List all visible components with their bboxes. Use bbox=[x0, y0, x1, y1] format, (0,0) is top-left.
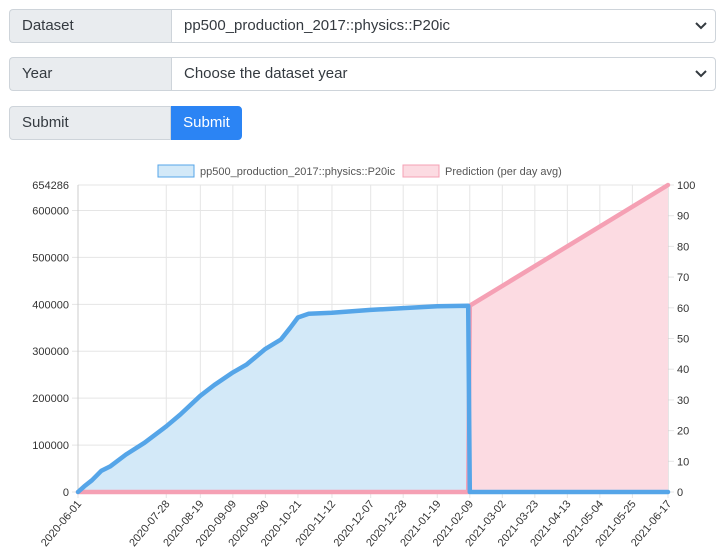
progress-chart: pp500_production_2017::physics::P20ic Pr… bbox=[32, 164, 695, 549]
series-line-actual bbox=[75, 303, 671, 495]
y-left-tick-label: 0 bbox=[63, 487, 69, 499]
year-select[interactable]: Choose the dataset year bbox=[171, 57, 716, 91]
y-left-tick-label: 500000 bbox=[32, 252, 69, 264]
y-axis-right: 0 10 20 30 40 50 60 70 80 90 100 bbox=[677, 180, 695, 499]
year-label: Year bbox=[9, 57, 171, 91]
y-right-tick-label: 40 bbox=[677, 364, 689, 376]
y-right-tick-label: 60 bbox=[677, 303, 689, 315]
y-left-tick-label: 654286 bbox=[32, 180, 69, 192]
y-right-tick-label: 30 bbox=[677, 395, 689, 407]
dataset-selected-value: pp500_production_2017::physics::P20ic bbox=[184, 17, 451, 34]
y-right-tick-label: 80 bbox=[677, 241, 689, 253]
y-right-tick-label: 70 bbox=[677, 272, 689, 284]
chart-lines bbox=[75, 182, 671, 495]
y-left-tick-label: 300000 bbox=[32, 346, 69, 358]
chart-areas bbox=[78, 185, 668, 492]
dataset-select[interactable]: pp500_production_2017::physics::P20ic bbox=[171, 9, 716, 43]
y-right-tick-label: 10 bbox=[677, 456, 689, 468]
submit-label: Submit bbox=[9, 106, 171, 140]
y-axis-left: 0 100000 200000 300000 400000 500000 600000 654… bbox=[32, 180, 69, 499]
chevron-down-icon bbox=[695, 22, 707, 30]
year-selected-value: Choose the dataset year bbox=[184, 65, 348, 82]
y-left-tick-label: 100000 bbox=[32, 440, 69, 452]
y-right-tick-label: 20 bbox=[677, 426, 689, 438]
x-tick-label: 2020-06-01 bbox=[39, 498, 84, 549]
y-right-tick-label: 50 bbox=[677, 334, 689, 346]
y-left-tick-label: 600000 bbox=[32, 205, 69, 217]
y-right-tick-label: 0 bbox=[677, 487, 683, 499]
legend-swatch-actual bbox=[157, 164, 195, 178]
dataset-label: Dataset bbox=[9, 9, 171, 43]
chevron-down-icon bbox=[695, 70, 707, 78]
legend-label-prediction: Prediction (per day avg) bbox=[445, 166, 562, 178]
series-area-actual bbox=[78, 305, 668, 492]
year-row: Year Choose the dataset year bbox=[9, 57, 716, 91]
legend-swatch-prediction bbox=[402, 164, 440, 178]
chart-legend: pp500_production_2017::physics::P20ic Pr… bbox=[157, 164, 562, 178]
y-right-tick-label: 100 bbox=[677, 180, 695, 192]
series-area-prediction bbox=[78, 185, 668, 492]
y-left-tick-label: 400000 bbox=[32, 299, 69, 311]
legend-label-actual: pp500_production_2017::physics::P20ic bbox=[200, 166, 396, 178]
submit-button[interactable]: Submit bbox=[171, 106, 242, 140]
dataset-row: Dataset pp500_production_2017::physics::… bbox=[9, 9, 716, 43]
y-left-tick-label: 200000 bbox=[32, 393, 69, 405]
submit-row: Submit Submit bbox=[9, 106, 249, 140]
y-right-tick-label: 90 bbox=[677, 211, 689, 223]
x-axis: 2020-06-01 2020-07-282020-08-192020-09-09… bbox=[39, 498, 674, 549]
